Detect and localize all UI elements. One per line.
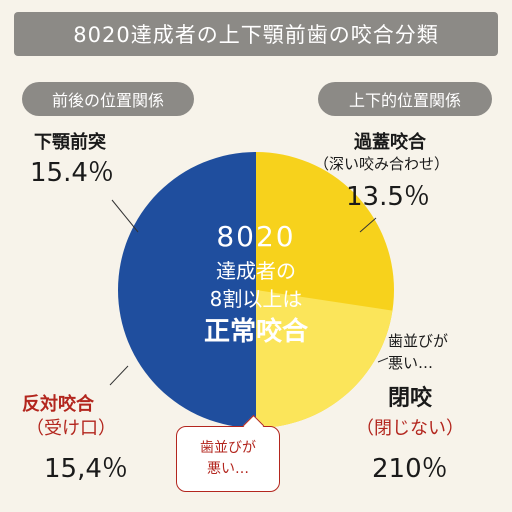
pie-slice-yellow-lower <box>256 290 393 428</box>
note-open-bite-line1: 歯並びが <box>388 332 449 350</box>
left-header-label: 前後の位置関係 <box>51 91 164 110</box>
page-title: 8020達成者の上下顎前歯の咬合分類 <box>73 23 439 47</box>
center-line-3: 8割以上は <box>210 287 303 311</box>
left-header-pill: 前後の位置関係 <box>22 82 194 116</box>
note-open-bite-line2: 悪い… <box>388 354 434 372</box>
label-open-bite: 閉咬 <box>388 386 433 411</box>
center-line-1: 8020 <box>216 220 295 253</box>
right-header-pill: 上下的位置関係 <box>318 82 492 116</box>
callout-line-1: 歯並びが <box>200 440 256 456</box>
title-bar: 8020達成者の上下顎前歯の咬合分類 <box>14 12 498 56</box>
right-header-label: 上下的位置関係 <box>348 91 461 110</box>
leader-line-top-right <box>359 217 377 233</box>
value-mandibular-prognathism: 15.4％ <box>30 158 114 188</box>
label-mandibular-prognathism: 下顎前突 <box>34 132 106 153</box>
value-deep-bite: 13.5％ <box>346 182 430 212</box>
leader-line-bottom-left <box>109 365 129 386</box>
value-crossbite: 15,4％ <box>44 454 128 484</box>
value-open-bite: 210％ <box>372 454 448 484</box>
leader-line-top-left <box>111 199 139 233</box>
sub-crossbite: （受け口） <box>26 418 116 439</box>
center-line-2: 達成者の <box>216 259 296 283</box>
callout-box: 歯並びが 悪い… <box>176 426 280 492</box>
leader-line-bottom-right <box>377 357 389 363</box>
center-line-4: 正常咬合 <box>204 316 309 347</box>
pie-slice-blue <box>118 152 256 428</box>
sub-open-bite: （閉じない） <box>356 418 464 439</box>
sub-deep-bite: （深い咬み合わせ） <box>314 155 450 173</box>
label-crossbite: 反対咬合 <box>22 394 94 415</box>
label-deep-bite: 過蓋咬合 <box>354 132 426 153</box>
callout-line-2: 悪い… <box>207 461 249 477</box>
